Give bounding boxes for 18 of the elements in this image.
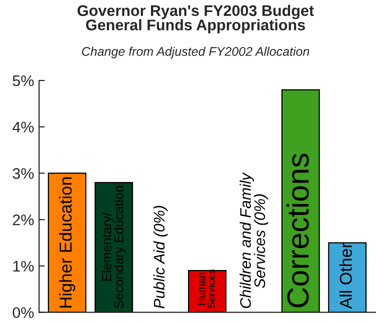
x-tick-label: Human Services (198, 269, 215, 308)
x-tick-label: All Other (339, 242, 352, 309)
y-tick-label: 5% (12, 75, 34, 86)
chart-title: Governor Ryan's FY2003 Budget General Funds Appropriations (78, 4, 314, 34)
bar (188, 270, 226, 312)
x-tick-label: Public Aid (0%) (153, 206, 168, 308)
x-tick-label: Corrections (286, 154, 309, 308)
y-tick-label: 3% (12, 168, 34, 179)
y-tick-label: 4% (12, 122, 34, 132)
x-tick-label: Elementary/ Secondary Education (102, 186, 126, 308)
chart-subtitle: Change from Adjusted FY2002 Allocation (82, 46, 310, 58)
y-tick-label: 2% (12, 214, 34, 226)
y-tick-label: 0% (12, 307, 34, 318)
x-tick-label: Children and Family Services (0%) (240, 172, 268, 308)
bar (48, 172, 86, 312)
y-tick-label: 1% (13, 260, 34, 272)
x-tick-label: Higher Education (59, 177, 76, 308)
bar (328, 242, 367, 312)
